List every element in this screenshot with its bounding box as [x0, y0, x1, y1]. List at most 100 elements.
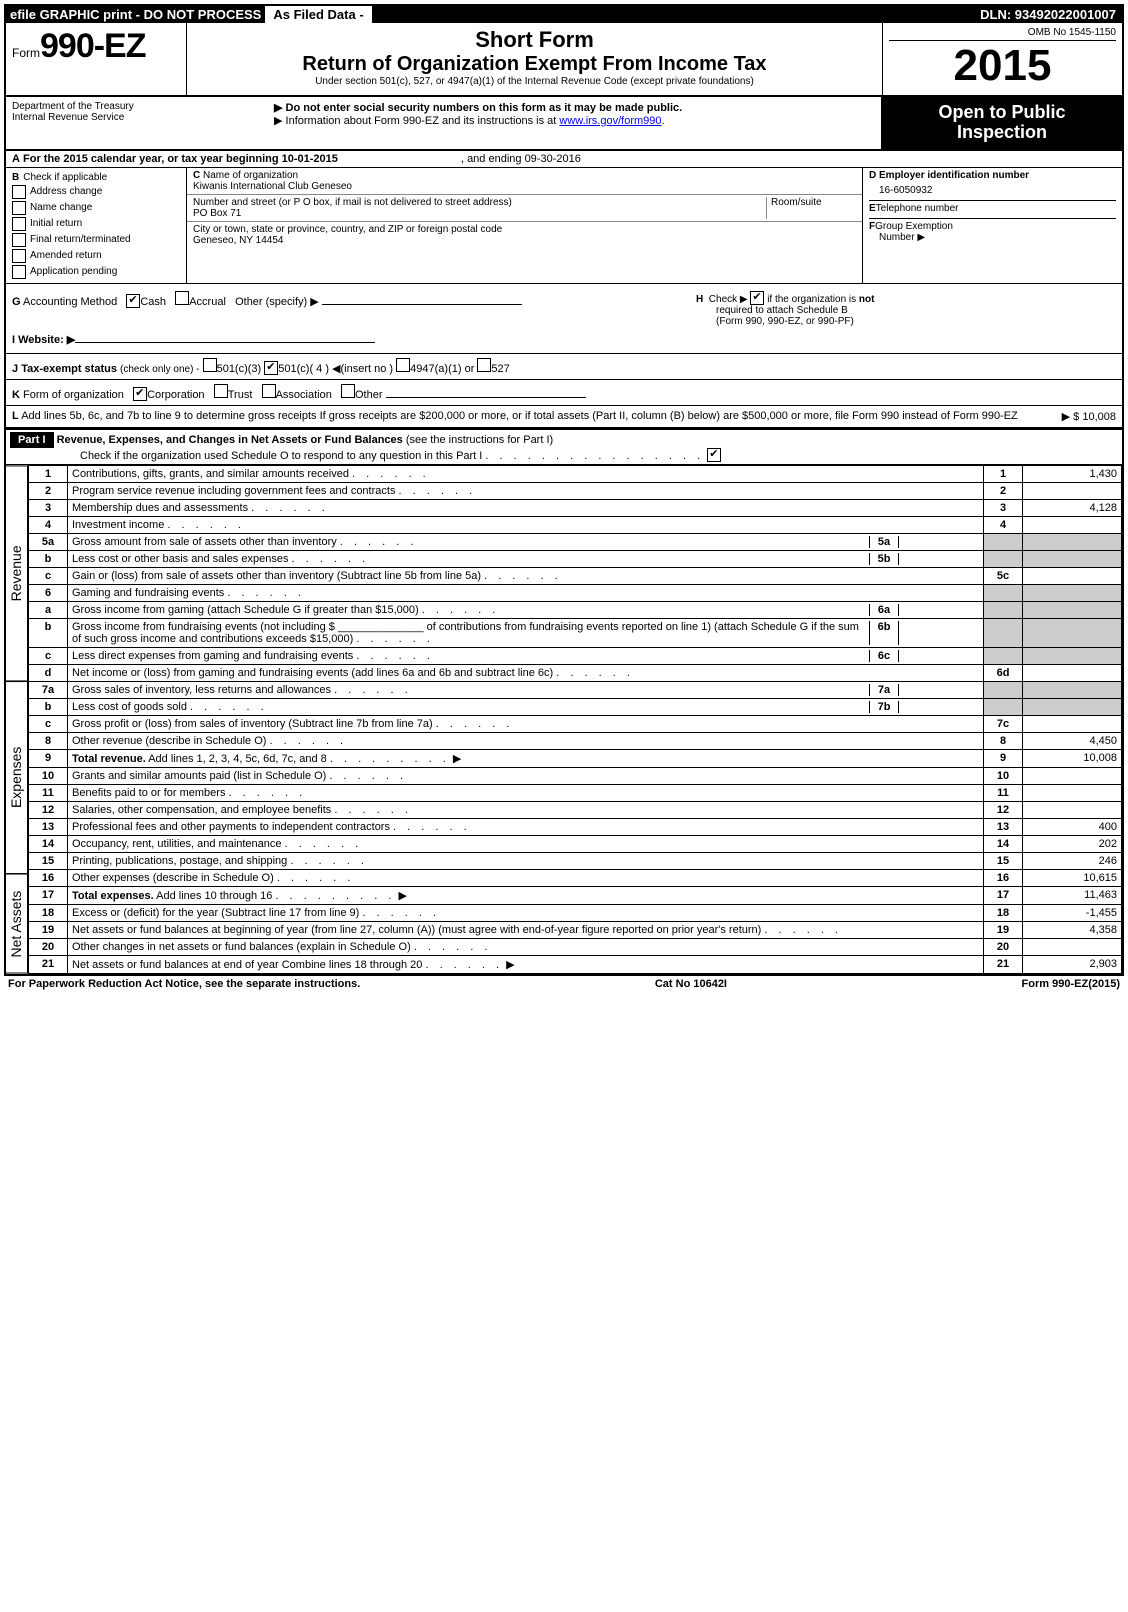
chk-assoc[interactable]	[262, 384, 276, 398]
chk-name-change[interactable]	[12, 201, 26, 215]
footer-left: For Paperwork Reduction Act Notice, see …	[8, 978, 360, 990]
b-item-5: Application pending	[30, 266, 117, 277]
line-12: 12Salaries, other compensation, and empl…	[29, 801, 1122, 818]
section-l: L Add lines 5b, 6c, and 7b to line 9 to …	[6, 406, 1122, 428]
line-num: 1	[29, 465, 68, 482]
chk-address-change[interactable]	[12, 185, 26, 199]
ending-text: , and ending 09-30-2016	[461, 153, 581, 165]
line-desc: Benefits paid to or for members . . . . …	[68, 784, 984, 801]
chk-pending[interactable]	[12, 265, 26, 279]
chk-corp[interactable]	[133, 387, 147, 401]
g-cash: Cash	[140, 296, 166, 308]
line-box: 13	[984, 818, 1023, 835]
abc-grid: B Check if applicable Address change Nam…	[6, 168, 1122, 284]
line-box: 2	[984, 482, 1023, 499]
short-form-title: Short Form	[193, 27, 876, 53]
line-desc: Investment income . . . . . .	[68, 516, 984, 533]
line-num: 10	[29, 767, 68, 784]
line-box: 8	[984, 732, 1023, 749]
form-prefix: Form	[12, 46, 40, 60]
chk-h[interactable]	[750, 291, 764, 305]
line-num: 11	[29, 784, 68, 801]
line-5a: 5aGross amount from sale of assets other…	[29, 533, 1122, 550]
b-item-4: Amended return	[30, 250, 102, 261]
line-desc: Less cost of goods sold . . . . . .7b	[68, 698, 984, 715]
c-city-label: City or town, state or province, country…	[193, 224, 502, 235]
line-num: b	[29, 550, 68, 567]
line-6c: cLess direct expenses from gaming and fu…	[29, 647, 1122, 664]
chk-final-return[interactable]	[12, 233, 26, 247]
chk-cash[interactable]	[126, 294, 140, 308]
org-addr: PO Box 71	[193, 208, 241, 219]
b-item-3: Final return/terminated	[30, 234, 131, 245]
line-desc: Other changes in net assets or fund bala…	[68, 938, 984, 955]
org-city: Geneseo, NY 14454	[193, 235, 283, 246]
line-9: 9Total revenue. Add lines 1, 2, 3, 4, 5c…	[29, 749, 1122, 767]
line-amount	[1023, 784, 1122, 801]
j-4947: 4947(a)(1) or	[410, 363, 474, 375]
b-item-1: Name change	[30, 202, 92, 213]
line-21: 21Net assets or fund balances at end of …	[29, 955, 1122, 973]
chk-501c[interactable]	[264, 361, 278, 375]
dept-treasury: Department of the Treasury	[12, 101, 262, 112]
line-19: 19Net assets or fund balances at beginni…	[29, 921, 1122, 938]
line-17: 17Total expenses. Add lines 10 through 1…	[29, 886, 1122, 904]
k-other: Other	[355, 389, 383, 401]
line-num: 3	[29, 499, 68, 516]
line-amount: 4,128	[1023, 499, 1122, 516]
chk-amended[interactable]	[12, 249, 26, 263]
open-line2: Inspection	[886, 123, 1118, 143]
chk-schedule-o[interactable]	[707, 448, 721, 462]
line-box: 19	[984, 921, 1023, 938]
group-label2: Number ▶	[879, 232, 925, 243]
line-7b: bLess cost of goods sold . . . . . .7b	[29, 698, 1122, 715]
line-num: 4	[29, 516, 68, 533]
side-netassets: Net Assets	[6, 874, 28, 974]
header: Form990-EZ Short Form Return of Organiza…	[6, 23, 1122, 97]
dept-irs: Internal Revenue Service	[12, 112, 262, 123]
chk-4947[interactable]	[396, 358, 410, 372]
j-small: (check only one) -	[120, 364, 199, 375]
chk-initial-return[interactable]	[12, 217, 26, 231]
open-to-public: Open to Public Inspection	[882, 97, 1122, 149]
part1-title: Revenue, Expenses, and Changes in Net As…	[57, 434, 403, 446]
line-num: 18	[29, 904, 68, 921]
line-desc: Less cost or other basis and sales expen…	[68, 550, 984, 567]
line-num: 5a	[29, 533, 68, 550]
part1-body: Revenue Expenses Net Assets 1Contributio…	[6, 465, 1122, 974]
chk-501c3[interactable]	[203, 358, 217, 372]
topbar-dln: DLN: 93492022001007	[974, 6, 1122, 23]
line-num: 6	[29, 584, 68, 601]
line-20: 20Other changes in net assets or fund ba…	[29, 938, 1122, 955]
line-6a: aGross income from gaming (attach Schedu…	[29, 601, 1122, 618]
line-desc: Excess or (deficit) for the year (Subtra…	[68, 904, 984, 921]
line-amount	[1023, 664, 1122, 681]
chk-527[interactable]	[477, 358, 491, 372]
chk-trust[interactable]	[214, 384, 228, 398]
irs-link[interactable]: www.irs.gov/form990	[559, 115, 661, 127]
chk-accrual[interactable]	[175, 291, 189, 305]
line-desc: Total revenue. Add lines 1, 2, 3, 4, 5c,…	[68, 749, 984, 767]
line-desc: Gross amount from sale of assets other t…	[68, 533, 984, 550]
line-num: b	[29, 698, 68, 715]
line-desc: Contributions, gifts, grants, and simila…	[68, 465, 984, 482]
k-trust: Trust	[228, 389, 253, 401]
warn1: Do not enter social security numbers on …	[274, 101, 875, 114]
label-d: D	[869, 170, 876, 181]
line-box: 17	[984, 886, 1023, 904]
line-amount: 400	[1023, 818, 1122, 835]
room-label: Room/suite	[766, 197, 856, 219]
line-16: 16Other expenses (describe in Schedule O…	[29, 869, 1122, 886]
c-addr-label: Number and street (or P O box, if mail i…	[193, 197, 512, 208]
chk-other[interactable]	[341, 384, 355, 398]
h-text2: required to attach Schedule B	[716, 305, 848, 316]
line-num: b	[29, 618, 68, 647]
line-box: 4	[984, 516, 1023, 533]
label-h: H	[696, 294, 703, 305]
form-990ez: efile GRAPHIC print - DO NOT PROCESS As …	[4, 4, 1124, 976]
line-amount	[1023, 801, 1122, 818]
line-box: 7c	[984, 715, 1023, 732]
line-amount: 4,358	[1023, 921, 1122, 938]
line-desc: Occupancy, rent, utilities, and maintena…	[68, 835, 984, 852]
side-revenue: Revenue	[6, 465, 28, 681]
